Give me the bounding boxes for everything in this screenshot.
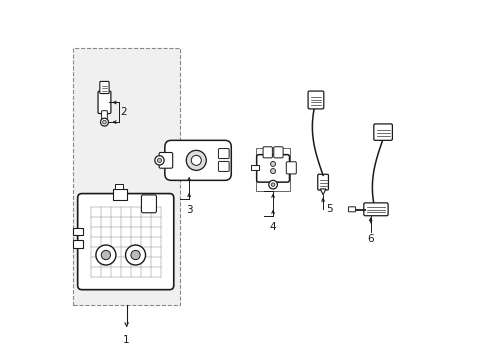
FancyBboxPatch shape <box>164 140 231 180</box>
Circle shape <box>102 120 106 124</box>
FancyBboxPatch shape <box>102 111 107 119</box>
Text: 1: 1 <box>123 336 130 345</box>
Circle shape <box>96 245 116 265</box>
Circle shape <box>271 183 274 186</box>
FancyBboxPatch shape <box>256 155 289 182</box>
Polygon shape <box>320 189 325 195</box>
FancyBboxPatch shape <box>285 162 296 174</box>
FancyBboxPatch shape <box>348 207 355 212</box>
Bar <box>115 184 123 189</box>
FancyBboxPatch shape <box>317 174 328 190</box>
FancyBboxPatch shape <box>373 124 391 140</box>
Circle shape <box>131 250 140 260</box>
Circle shape <box>191 156 201 165</box>
Bar <box>255 148 290 191</box>
Circle shape <box>270 161 275 166</box>
Circle shape <box>157 158 162 162</box>
Circle shape <box>101 250 110 260</box>
Circle shape <box>268 180 277 189</box>
FancyBboxPatch shape <box>78 194 173 290</box>
Text: 6: 6 <box>366 234 373 244</box>
Text: 2: 2 <box>120 107 126 117</box>
FancyBboxPatch shape <box>141 195 156 213</box>
FancyBboxPatch shape <box>218 149 229 158</box>
Text: 3: 3 <box>185 205 192 215</box>
Circle shape <box>155 156 164 165</box>
Text: 4: 4 <box>269 222 276 232</box>
Bar <box>112 189 126 200</box>
Circle shape <box>125 245 145 265</box>
FancyBboxPatch shape <box>263 147 272 158</box>
Text: 5: 5 <box>326 203 333 213</box>
Circle shape <box>101 118 108 126</box>
FancyBboxPatch shape <box>159 153 172 168</box>
Circle shape <box>270 168 275 174</box>
Bar <box>250 165 259 170</box>
FancyBboxPatch shape <box>100 81 109 94</box>
Bar <box>73 48 180 305</box>
FancyBboxPatch shape <box>307 91 323 109</box>
FancyBboxPatch shape <box>98 91 111 113</box>
Circle shape <box>186 150 206 170</box>
FancyBboxPatch shape <box>273 147 283 158</box>
FancyBboxPatch shape <box>218 161 229 171</box>
Bar <box>73 228 83 235</box>
Bar <box>73 240 83 248</box>
FancyBboxPatch shape <box>363 203 387 216</box>
